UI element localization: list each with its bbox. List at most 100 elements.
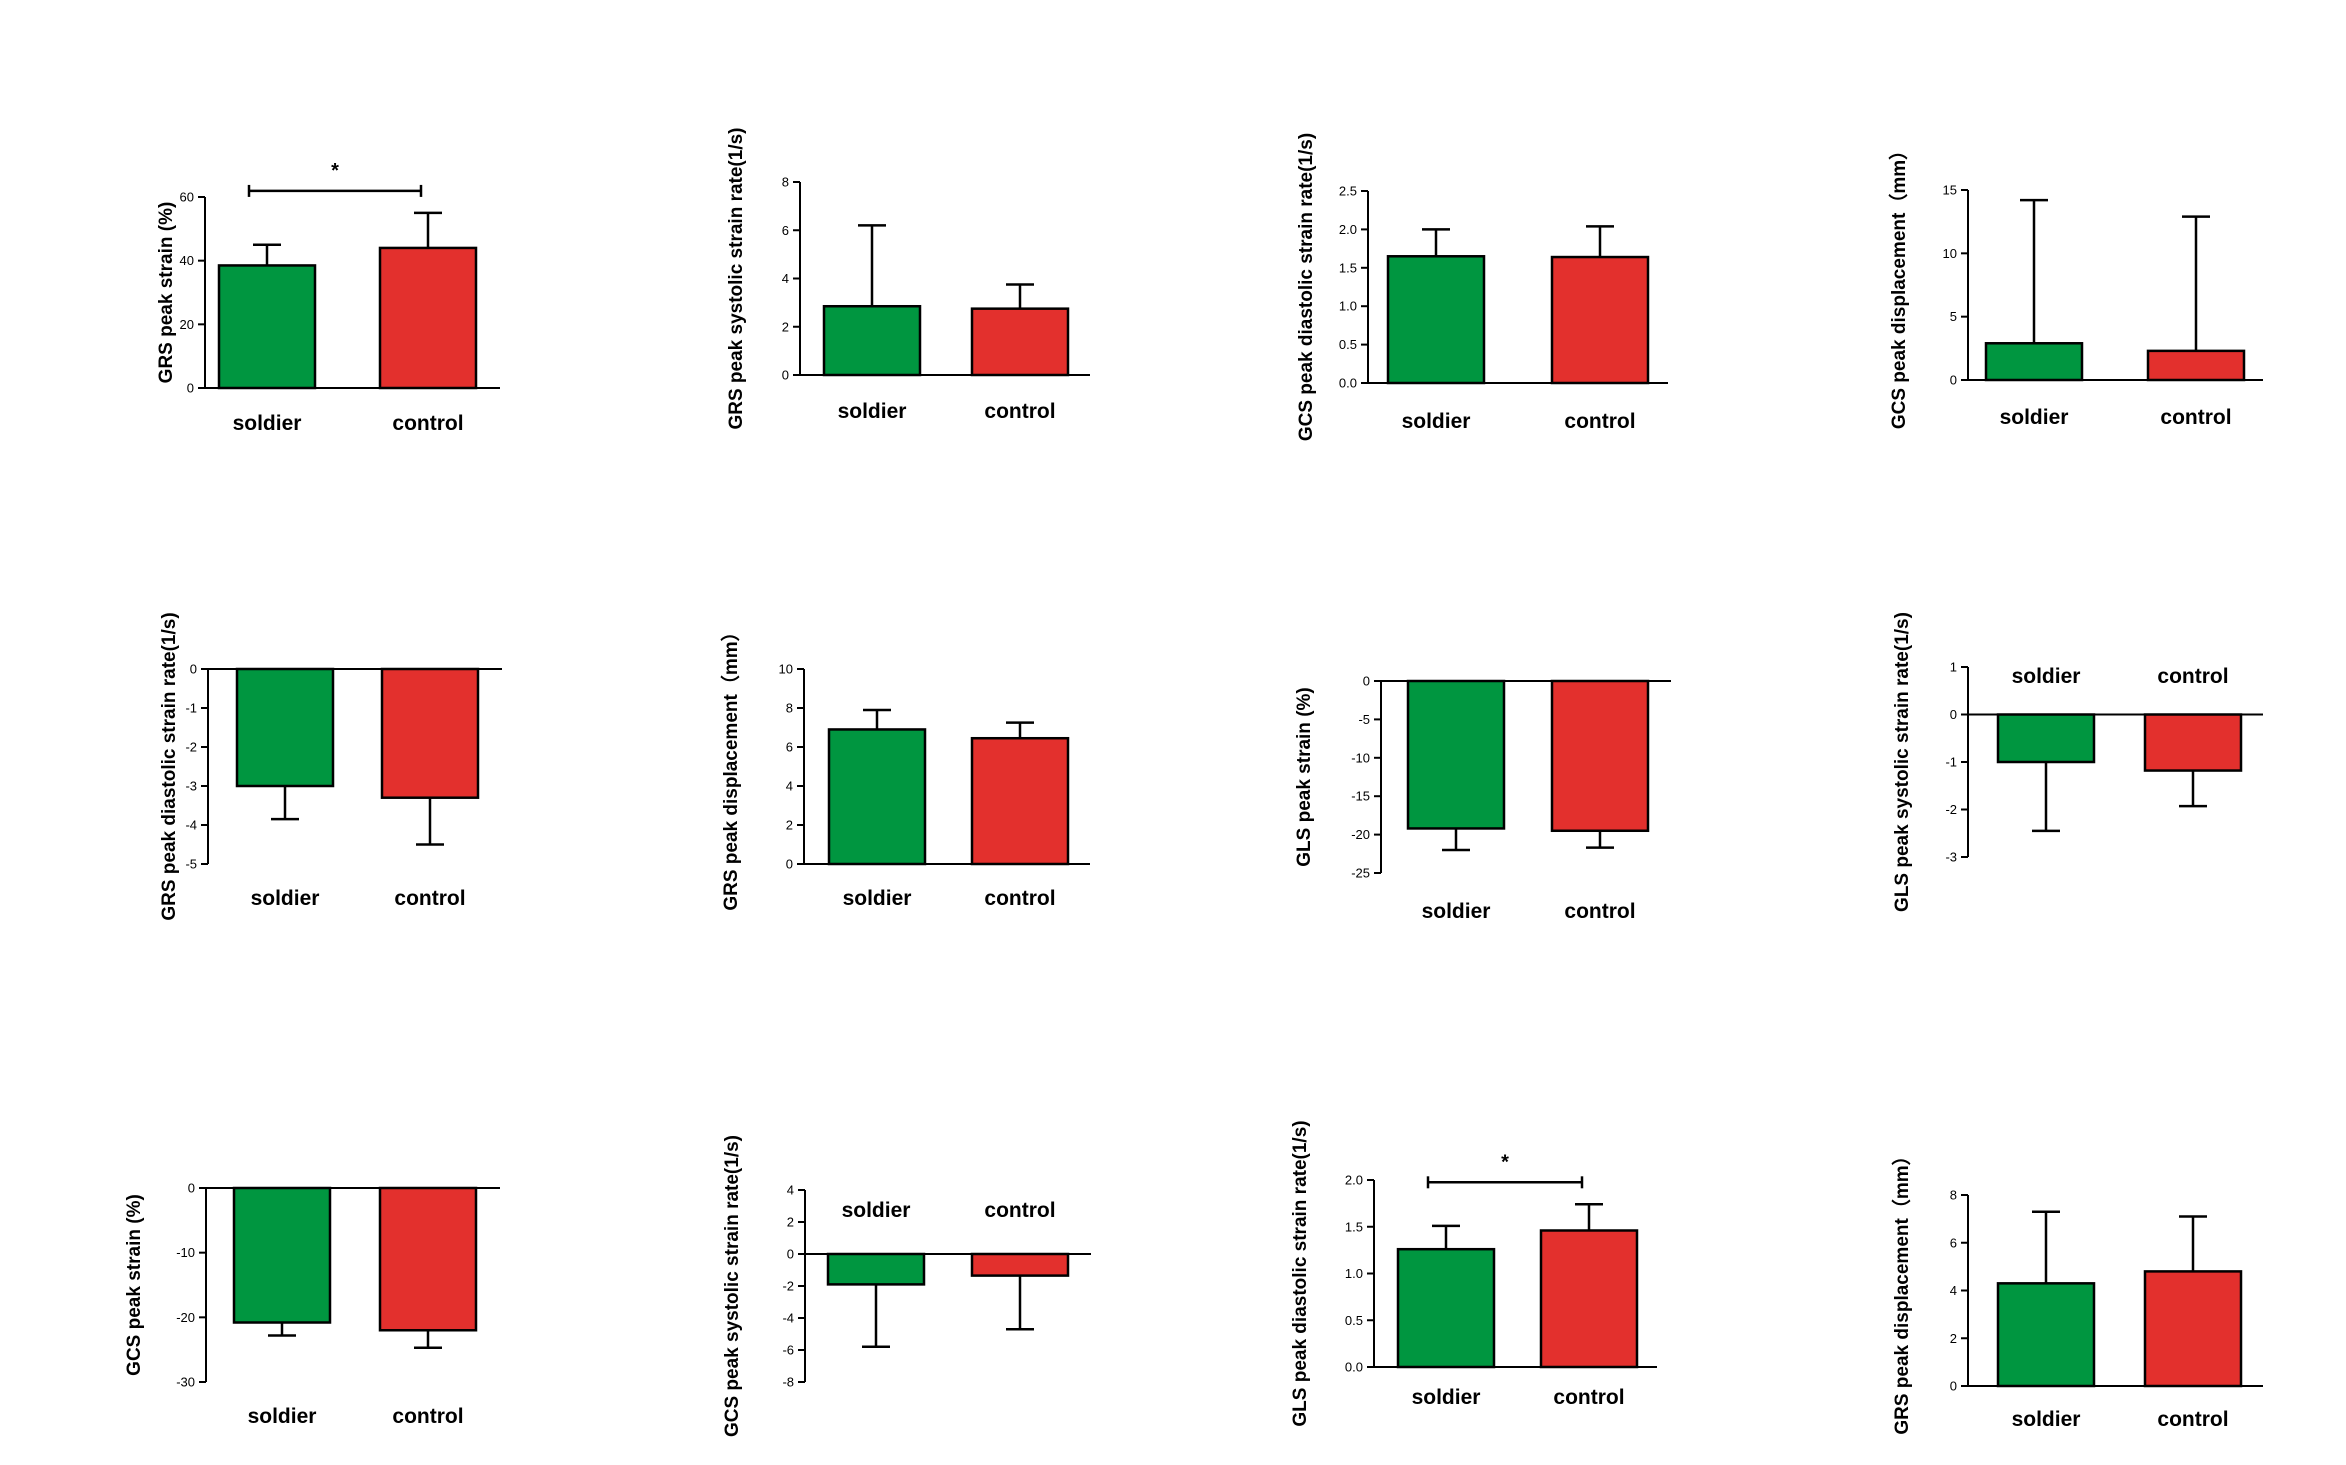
y-tick-label: 1.5	[1339, 260, 1357, 275]
chart-panel-10: 4 2 0 -2 -4 -6 -8 GCS peak systolic strain rate…	[722, 1135, 1091, 1437]
y-tick-label: 6	[786, 740, 793, 755]
y-axis-label: GCS peak systolic strain rate(1/s)	[722, 1135, 743, 1437]
y-tick-label: 10	[1943, 246, 1957, 261]
category-label-soldier: soldier	[2012, 665, 2081, 688]
y-tick-label: -4	[782, 1311, 794, 1326]
y-tick-label: -2	[1945, 802, 1957, 817]
bar-soldier	[826, 1252, 926, 1286]
bar-control	[378, 246, 478, 390]
bar-control	[1539, 1229, 1639, 1369]
y-tick-label: 40	[180, 253, 194, 268]
significance-label: *	[1501, 1151, 1509, 1173]
y-tick-label: -8	[782, 1375, 794, 1390]
y-tick-label: 0	[1950, 1379, 1957, 1394]
y-axis-label: GLS peak diastolic strain rate(1/s)	[1290, 1120, 1311, 1426]
y-tick-label: 6	[1950, 1235, 1957, 1250]
category-label-control: control	[2160, 406, 2231, 429]
chart-panel-2: 0 2 4 6 8 GRS peak systolic strain rate(1/s) s…	[726, 127, 1090, 430]
chart-panel-3: 0.0 0.5 1.0 1.5 2.0 2.5 GCS peak diastolic str…	[1296, 133, 1668, 441]
bar-soldier	[232, 1186, 332, 1324]
y-axis-label: GLS peak systolic strain rate(1/s)	[1892, 612, 1913, 912]
y-tick-label: 5	[1950, 309, 1957, 324]
bar-control	[970, 736, 1070, 866]
y-tick-label: -2	[782, 1279, 794, 1294]
bar-soldier	[1996, 1282, 2096, 1388]
y-tick-label: 20	[180, 317, 194, 332]
category-label-control: control	[2157, 1408, 2228, 1431]
category-label-soldier: soldier	[843, 887, 912, 910]
y-tick-label: -4	[185, 818, 197, 833]
category-label-control: control	[984, 887, 1055, 910]
bar-control	[1550, 255, 1650, 385]
y-tick-label: 15	[1943, 183, 1957, 198]
y-axis-label: GCS peak diastolic strain rate(1/s)	[1296, 133, 1317, 441]
y-tick-label: 8	[782, 175, 789, 190]
chart-panel-7: 0 -5 -10 -15 -20 -25 GLS peak strain (%) soldie…	[1294, 674, 1671, 923]
bar-control	[2146, 349, 2246, 382]
y-tick-label: 4	[786, 779, 793, 794]
category-label-soldier: soldier	[251, 887, 320, 910]
category-label-soldier: soldier	[233, 412, 302, 435]
bar-control	[380, 667, 480, 799]
category-label-control: control	[984, 1199, 1055, 1222]
y-tick-label: 4	[787, 1183, 794, 1198]
y-tick-label: -5	[1358, 712, 1370, 727]
y-tick-label: 0	[782, 368, 789, 383]
y-axis-label: GLS peak strain (%)	[1294, 687, 1315, 867]
category-label-control: control	[392, 412, 463, 435]
y-tick-label: 1.0	[1339, 299, 1357, 314]
y-tick-label: -20	[176, 1310, 195, 1325]
y-tick-label: 0.5	[1345, 1313, 1363, 1328]
y-tick-label: -30	[176, 1375, 195, 1390]
category-label-soldier: soldier	[842, 1199, 911, 1222]
category-label-control: control	[1564, 410, 1635, 433]
y-tick-label: 6	[782, 223, 789, 238]
y-tick-label: -10	[1351, 750, 1370, 765]
category-label-control: control	[392, 1405, 463, 1428]
y-tick-label: -15	[1351, 789, 1370, 804]
y-tick-label: 8	[1950, 1188, 1957, 1203]
category-label-soldier: soldier	[1402, 410, 1471, 433]
y-tick-label: 60	[180, 190, 194, 205]
bar-soldier	[217, 264, 317, 390]
y-tick-label: -1	[185, 701, 197, 716]
chart-panel-5: 0 -1 -2 -3 -4 -5 GRS peak diastolic strain rat…	[159, 612, 502, 921]
category-label-soldier: soldier	[1412, 1386, 1481, 1409]
bar-control	[2143, 713, 2243, 772]
y-tick-label: -25	[1351, 866, 1370, 881]
bar-control	[378, 1186, 478, 1332]
chart-panel-12: 0 2 4 6 8 GRS peak displacement（mm） soldier con…	[1890, 1146, 2263, 1435]
bar-control	[2143, 1270, 2243, 1388]
bar-control	[970, 307, 1070, 377]
bar-soldier	[827, 728, 927, 866]
y-tick-label: -2	[185, 740, 197, 755]
y-tick-label: -20	[1351, 827, 1370, 842]
y-tick-label: 2	[787, 1215, 794, 1230]
y-tick-label: 10	[779, 662, 793, 677]
y-tick-label: 0	[1363, 674, 1370, 689]
y-tick-label: 0.0	[1339, 376, 1357, 391]
y-tick-label: 0	[1950, 373, 1957, 388]
bar-soldier	[1386, 255, 1486, 385]
y-tick-label: 0	[188, 1181, 195, 1196]
bar-soldier	[235, 667, 335, 788]
category-label-control: control	[2157, 665, 2228, 688]
bar-soldier	[822, 304, 922, 377]
bar-soldier	[1996, 713, 2096, 764]
y-axis-label: GRS peak displacement（mm）	[1890, 1146, 1913, 1434]
y-tick-label: 0	[190, 662, 197, 677]
y-tick-label: 1	[1950, 660, 1957, 675]
bar-soldier	[1396, 1247, 1496, 1369]
chart-panel-4: 0 5 10 15 GCS peak displacement（mm） soldier co…	[1887, 141, 2263, 429]
y-tick-label: 0	[187, 381, 194, 396]
category-label-soldier: soldier	[1422, 900, 1491, 923]
chart-panel-9: 0 -10 -20 -30 GCS peak strain (%) soldier cont…	[124, 1181, 500, 1428]
y-tick-label: 2.0	[1345, 1173, 1363, 1188]
bar-soldier	[1984, 342, 2084, 382]
y-tick-label: 1.5	[1345, 1219, 1363, 1234]
y-tick-label: 2.0	[1339, 222, 1357, 237]
chart-panel-6: 0 2 4 6 8 10 GRS peak displacement（mm） soldier c…	[719, 622, 1090, 911]
y-tick-label: 4	[1950, 1283, 1957, 1298]
